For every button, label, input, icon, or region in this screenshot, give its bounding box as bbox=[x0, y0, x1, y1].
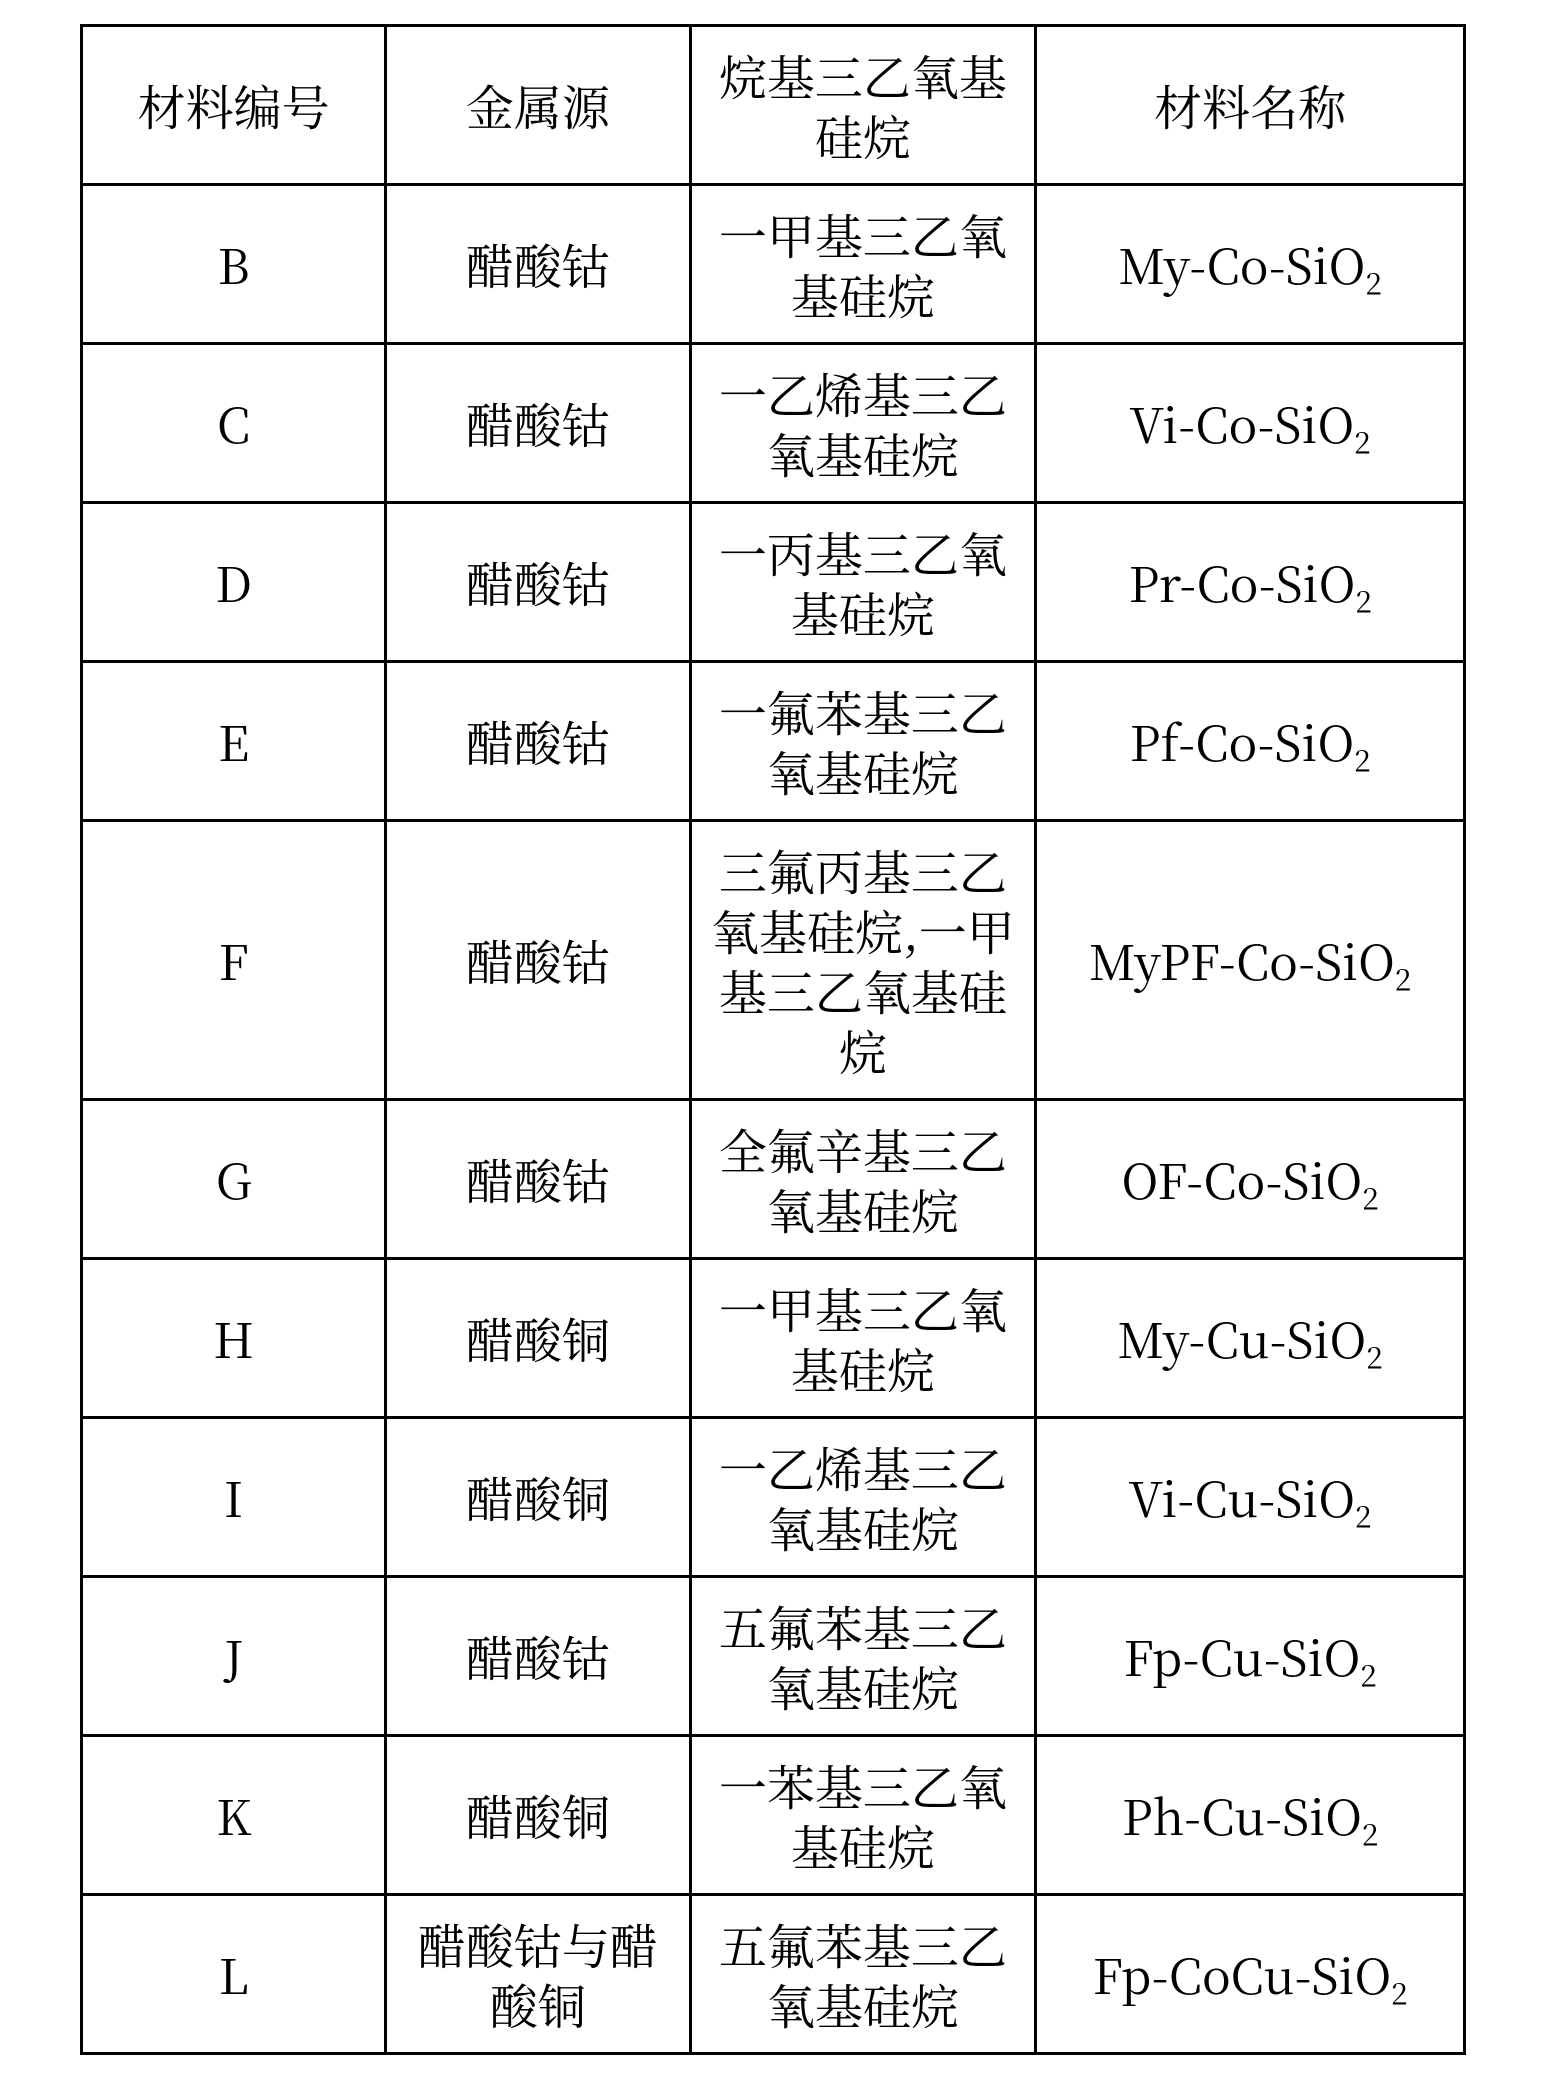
cell-name: Fp-Cu-SiO2 bbox=[1036, 1577, 1465, 1736]
cell-silane: 五氟苯基三乙氧基硅烷 bbox=[690, 1895, 1036, 2054]
name-prefix: Vi-Co-SiO bbox=[1130, 388, 1355, 457]
name-sub: 2 bbox=[1354, 420, 1370, 463]
table-header-row: 材料编号 金属源 烷基三乙氧基硅烷 材料名称 bbox=[82, 26, 1465, 185]
cell-name: Pf-Co-SiO2 bbox=[1036, 662, 1465, 821]
cell-metal: 醋酸铜 bbox=[386, 1259, 690, 1418]
table-row: H 醋酸铜 一甲基三乙氧基硅烷 My-Cu-SiO2 bbox=[82, 1259, 1465, 1418]
name-sub: 2 bbox=[1395, 957, 1411, 1000]
cell-silane: 一乙烯基三乙氧基硅烷 bbox=[690, 344, 1036, 503]
table-row: I 醋酸铜 一乙烯基三乙氧基硅烷 Vi-Cu-SiO2 bbox=[82, 1418, 1465, 1577]
name-sub: 2 bbox=[1366, 1335, 1382, 1378]
name-sub: 2 bbox=[1355, 579, 1371, 622]
cell-name: Pr-Co-SiO2 bbox=[1036, 503, 1465, 662]
cell-name: Ph-Cu-SiO2 bbox=[1036, 1736, 1465, 1895]
name-prefix: Ph-Cu-SiO bbox=[1122, 1780, 1362, 1849]
materials-table: 材料编号 金属源 烷基三乙氧基硅烷 材料名称 B 醋酸钴 一甲基三乙氧基硅烷 M… bbox=[80, 24, 1466, 2055]
table-row: F 醋酸钴 三氟丙基三乙氧基硅烷,一甲基三乙氧基硅烷 MyPF-Co-SiO2 bbox=[82, 821, 1465, 1100]
name-prefix: My-Co-SiO bbox=[1118, 229, 1365, 298]
cell-id: B bbox=[82, 185, 386, 344]
col-header-metal: 金属源 bbox=[386, 26, 690, 185]
name-prefix: MyPF-Co-SiO bbox=[1089, 925, 1395, 994]
page: 材料编号 金属源 烷基三乙氧基硅烷 材料名称 B 醋酸钴 一甲基三乙氧基硅烷 M… bbox=[0, 0, 1546, 2095]
cell-metal: 醋酸铜 bbox=[386, 1736, 690, 1895]
name-sub: 2 bbox=[1365, 261, 1381, 304]
table-row: K 醋酸铜 一苯基三乙氧基硅烷 Ph-Cu-SiO2 bbox=[82, 1736, 1465, 1895]
table-row: L 醋酸钴与醋酸铜 五氟苯基三乙氧基硅烷 Fp-CoCu-SiO2 bbox=[82, 1895, 1465, 2054]
cell-metal: 醋酸钴 bbox=[386, 1100, 690, 1259]
cell-metal: 醋酸钴 bbox=[386, 821, 690, 1100]
cell-silane: 三氟丙基三乙氧基硅烷,一甲基三乙氧基硅烷 bbox=[690, 821, 1036, 1100]
cell-name: Vi-Cu-SiO2 bbox=[1036, 1418, 1465, 1577]
col-header-id: 材料编号 bbox=[82, 26, 386, 185]
cell-id: L bbox=[82, 1895, 386, 2054]
name-sub: 2 bbox=[1362, 1812, 1378, 1855]
cell-id: C bbox=[82, 344, 386, 503]
cell-id: F bbox=[82, 821, 386, 1100]
cell-id: G bbox=[82, 1100, 386, 1259]
col-header-silane: 烷基三乙氧基硅烷 bbox=[690, 26, 1036, 185]
cell-silane: 一丙基三乙氧基硅烷 bbox=[690, 503, 1036, 662]
cell-metal: 醋酸钴 bbox=[386, 344, 690, 503]
cell-name: OF-Co-SiO2 bbox=[1036, 1100, 1465, 1259]
name-prefix: Fp-Cu-SiO bbox=[1123, 1621, 1360, 1690]
cell-id: E bbox=[82, 662, 386, 821]
cell-name: My-Co-SiO2 bbox=[1036, 185, 1465, 344]
cell-silane: 一苯基三乙氧基硅烷 bbox=[690, 1736, 1036, 1895]
cell-metal: 醋酸钴 bbox=[386, 662, 690, 821]
cell-id: H bbox=[82, 1259, 386, 1418]
cell-name: Vi-Co-SiO2 bbox=[1036, 344, 1465, 503]
cell-silane: 五氟苯基三乙氧基硅烷 bbox=[690, 1577, 1036, 1736]
cell-silane: 一乙烯基三乙氧基硅烷 bbox=[690, 1418, 1036, 1577]
cell-name: Fp-CoCu-SiO2 bbox=[1036, 1895, 1465, 2054]
table-row: C 醋酸钴 一乙烯基三乙氧基硅烷 Vi-Co-SiO2 bbox=[82, 344, 1465, 503]
name-sub: 2 bbox=[1391, 1971, 1407, 2014]
cell-silane: 一氟苯基三乙氧基硅烷 bbox=[690, 662, 1036, 821]
name-sub: 2 bbox=[1354, 738, 1370, 781]
cell-id: J bbox=[82, 1577, 386, 1736]
cell-name: MyPF-Co-SiO2 bbox=[1036, 821, 1465, 1100]
table-row: E 醋酸钴 一氟苯基三乙氧基硅烷 Pf-Co-SiO2 bbox=[82, 662, 1465, 821]
cell-id: I bbox=[82, 1418, 386, 1577]
table-row: D 醋酸钴 一丙基三乙氧基硅烷 Pr-Co-SiO2 bbox=[82, 503, 1465, 662]
name-prefix: Pf-Co-SiO bbox=[1130, 706, 1355, 775]
cell-silane: 全氟辛基三乙氧基硅烷 bbox=[690, 1100, 1036, 1259]
cell-silane: 一甲基三乙氧基硅烷 bbox=[690, 185, 1036, 344]
cell-id: D bbox=[82, 503, 386, 662]
cell-metal: 醋酸钴与醋酸铜 bbox=[386, 1895, 690, 2054]
name-prefix: Pr-Co-SiO bbox=[1128, 547, 1355, 616]
cell-metal: 醋酸钴 bbox=[386, 185, 690, 344]
cell-metal: 醋酸钴 bbox=[386, 1577, 690, 1736]
table-row: G 醋酸钴 全氟辛基三乙氧基硅烷 OF-Co-SiO2 bbox=[82, 1100, 1465, 1259]
col-header-name: 材料名称 bbox=[1036, 26, 1465, 185]
table-row: B 醋酸钴 一甲基三乙氧基硅烷 My-Co-SiO2 bbox=[82, 185, 1465, 344]
cell-name: My-Cu-SiO2 bbox=[1036, 1259, 1465, 1418]
name-sub: 2 bbox=[1360, 1653, 1376, 1696]
name-sub: 2 bbox=[1362, 1176, 1378, 1219]
cell-metal: 醋酸铜 bbox=[386, 1418, 690, 1577]
name-sub: 2 bbox=[1355, 1494, 1371, 1537]
name-prefix: Vi-Cu-SiO bbox=[1129, 1462, 1355, 1531]
table-row: J 醋酸钴 五氟苯基三乙氧基硅烷 Fp-Cu-SiO2 bbox=[82, 1577, 1465, 1736]
cell-silane: 一甲基三乙氧基硅烷 bbox=[690, 1259, 1036, 1418]
name-prefix: My-Cu-SiO bbox=[1117, 1303, 1366, 1372]
cell-id: K bbox=[82, 1736, 386, 1895]
name-prefix: Fp-CoCu-SiO bbox=[1093, 1939, 1392, 2008]
name-prefix: OF-Co-SiO bbox=[1122, 1144, 1363, 1213]
cell-metal: 醋酸钴 bbox=[386, 503, 690, 662]
